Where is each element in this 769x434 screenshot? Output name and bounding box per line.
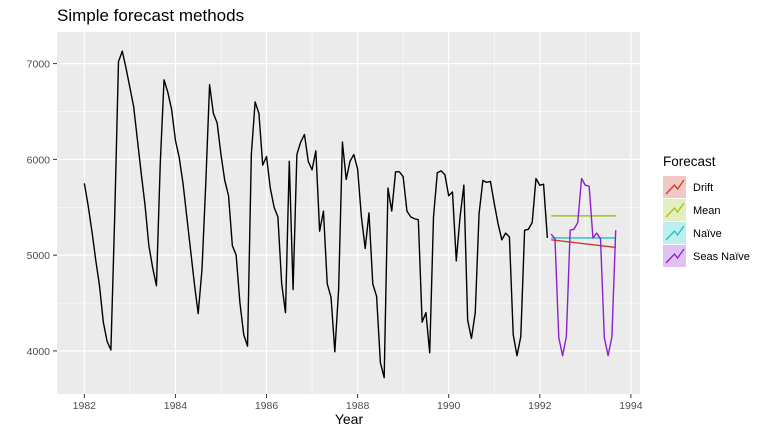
series-line-seas-naive [550,177,617,357]
series-layer [83,50,617,379]
legend-line-glyph [665,202,685,218]
x-tick-label: 1982 [73,400,97,412]
legend-line-glyph [665,248,685,264]
grid-major [57,32,640,394]
grid-minor [57,32,640,394]
legend-swatch [663,245,686,267]
chart-title: Simple forecast methods [57,6,244,25]
x-axis-title: Year [335,411,364,427]
y-tick-label: 5000 [27,250,51,262]
x-tick-label: 1994 [619,400,643,412]
y-tick-label: 7000 [27,59,51,71]
legend: Forecast Drift Mean Naïve Seas Naïve [663,154,750,267]
legend-label-seas-naive: Seas Naïve [693,251,750,263]
x-tick-label: 1992 [528,400,552,412]
legend-swatch [663,176,686,198]
x-tick-label: 1986 [255,400,279,412]
legend-label-mean: Mean [693,205,721,217]
legend-label-drift: Drift [693,182,713,194]
observed-series-line [83,50,549,379]
axes-layer: 1982 1984 1986 1988 1990 1992 1994 4000 5000 6000… [27,59,643,412]
legend-swatch [663,199,686,221]
legend-key-drift [663,176,686,198]
legend-title: Forecast [663,154,716,169]
x-tick-label: 1990 [437,400,461,412]
legend-swatch [663,222,686,244]
legend-label-naive: Naïve [693,228,722,240]
series-line-drift [551,239,616,249]
x-tick-label: 1988 [346,400,370,412]
legend-key-mean [663,199,686,221]
legend-key-seas-naive [663,245,686,267]
plot-panel [57,32,640,394]
legend-line-glyph [665,225,685,241]
y-tick-label: 4000 [27,346,51,358]
legend-line-glyph [665,179,685,195]
y-tick-label: 6000 [27,154,51,166]
legend-key-naive [663,222,686,244]
x-tick-label: 1984 [164,400,188,412]
